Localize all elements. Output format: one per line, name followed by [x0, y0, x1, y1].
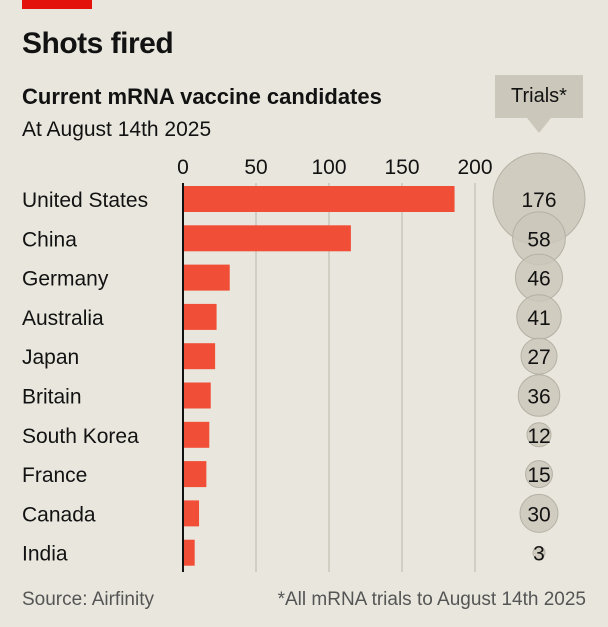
- bar: [183, 421, 210, 448]
- category-label: Japan: [22, 346, 79, 369]
- trial-count-label: 58: [527, 228, 550, 251]
- category-label: United States: [22, 189, 148, 212]
- x-tick-label: 100: [311, 156, 346, 179]
- bar: [183, 303, 217, 330]
- trial-bubble: [525, 460, 553, 489]
- trial-bubble: [532, 546, 546, 560]
- category-label: Australia: [22, 307, 104, 330]
- bar: [183, 461, 207, 488]
- category-label: China: [22, 228, 77, 251]
- chart-title: Shots fired: [22, 27, 174, 60]
- category-label: France: [22, 464, 87, 487]
- trial-bubble: [517, 374, 561, 417]
- brand-accent-tag: [22, 0, 92, 9]
- bar: [183, 382, 211, 409]
- category-label: India: [22, 543, 68, 566]
- category-label: Canada: [22, 503, 96, 526]
- category-label: Britain: [22, 386, 82, 409]
- bar: [183, 264, 230, 291]
- trials-label: Trials*: [495, 75, 583, 118]
- category-label: Germany: [22, 268, 109, 291]
- trial-count-label: 30: [527, 503, 550, 526]
- footnote: *All mRNA trials to August 14th 2025: [277, 589, 586, 610]
- trial-count-label: 27: [527, 346, 550, 369]
- chart-subtitle: Current mRNA vaccine candidates: [22, 84, 382, 109]
- x-tick-label: 200: [457, 156, 492, 179]
- x-tick-label: 0: [177, 156, 189, 179]
- bar: [183, 186, 455, 212]
- trial-count-label: 3: [533, 543, 545, 566]
- trial-count-label: 12: [527, 425, 550, 448]
- x-tick-label: 150: [384, 156, 419, 179]
- bar: [183, 539, 195, 566]
- trial-count-label: 41: [527, 307, 550, 330]
- trials-label-pointer: [527, 118, 551, 133]
- trial-bubble: [519, 493, 559, 533]
- trial-count-label: 36: [527, 386, 550, 409]
- trial-count-label: 46: [527, 268, 550, 291]
- category-label: South Korea: [22, 425, 139, 448]
- chart-dateline: At August 14th 2025: [22, 118, 212, 141]
- trial-count-label: 176: [521, 189, 556, 212]
- bar: [183, 343, 216, 370]
- trial-bubble: [526, 422, 552, 448]
- trial-count-label: 15: [527, 464, 550, 487]
- source-note: Source: Airfinity: [22, 589, 154, 610]
- bar: [183, 500, 200, 527]
- bar: [183, 225, 351, 252]
- x-tick-label: 50: [244, 156, 267, 179]
